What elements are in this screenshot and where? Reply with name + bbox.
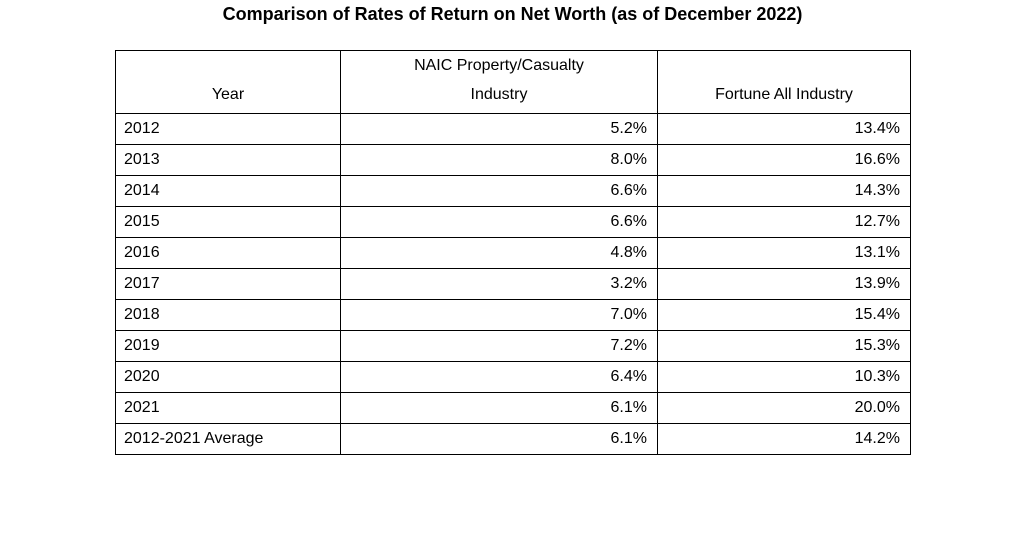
header-naic-industry: NAIC Property/Casualty Industry [340, 50, 658, 114]
table-row: 2019 7.2% 15.3% [115, 330, 911, 362]
fortune-value-cell: 15.3% [657, 330, 911, 362]
fortune-value-cell: 13.1% [657, 237, 911, 269]
header-year: Year [115, 50, 341, 114]
naic-value-cell: 6.1% [340, 423, 658, 455]
year-cell: 2020 [115, 361, 341, 393]
naic-value-cell: 6.6% [340, 175, 658, 207]
year-cell: 2016 [115, 237, 341, 269]
year-cell: 2012 [115, 113, 341, 145]
fortune-value-cell: 12.7% [657, 206, 911, 238]
table-row: 2017 3.2% 13.9% [115, 268, 911, 300]
table-row: 2020 6.4% 10.3% [115, 361, 911, 393]
year-cell: 2013 [115, 144, 341, 176]
year-cell: 2014 [115, 175, 341, 207]
naic-value-cell: 8.0% [340, 144, 658, 176]
table-row: 2018 7.0% 15.4% [115, 299, 911, 331]
fortune-value-cell: 10.3% [657, 361, 911, 393]
naic-value-cell: 6.1% [340, 392, 658, 424]
table-header: Year NAIC Property/Casualty Industry For… [115, 50, 911, 114]
table-row: 2015 6.6% 12.7% [115, 206, 911, 238]
header-row: Year NAIC Property/Casualty Industry For… [115, 50, 911, 114]
table-row: 2012 5.2% 13.4% [115, 113, 911, 145]
fortune-value-cell: 16.6% [657, 144, 911, 176]
fortune-value-cell: 13.4% [657, 113, 911, 145]
table-row: 2016 4.8% 13.1% [115, 237, 911, 269]
year-cell: 2019 [115, 330, 341, 362]
naic-value-cell: 6.6% [340, 206, 658, 238]
fortune-value-cell: 15.4% [657, 299, 911, 331]
table-row: 2021 6.1% 20.0% [115, 392, 911, 424]
naic-value-cell: 6.4% [340, 361, 658, 393]
table-body: 2012 5.2% 13.4% 2013 8.0% 16.6% 2014 6.6… [115, 113, 911, 455]
year-cell: 2018 [115, 299, 341, 331]
rates-of-return-table: Year NAIC Property/Casualty Industry For… [115, 50, 911, 455]
year-cell: 2015 [115, 206, 341, 238]
page-title: Comparison of Rates of Return on Net Wor… [222, 4, 803, 24]
fortune-value-cell: 13.9% [657, 268, 911, 300]
naic-value-cell: 4.8% [340, 237, 658, 269]
fortune-value-cell: 14.2% [657, 423, 911, 455]
fortune-value-cell: 14.3% [657, 175, 911, 207]
naic-value-cell: 7.2% [340, 330, 658, 362]
table-row: 2012-2021 Average 6.1% 14.2% [115, 423, 911, 455]
naic-value-cell: 3.2% [340, 268, 658, 300]
naic-value-cell: 7.0% [340, 299, 658, 331]
year-cell: 2021 [115, 392, 341, 424]
table-row: 2014 6.6% 14.3% [115, 175, 911, 207]
header-fortune-all-industry: Fortune All Industry [657, 50, 911, 114]
naic-value-cell: 5.2% [340, 113, 658, 145]
year-cell: 2012-2021 Average [115, 423, 341, 455]
year-cell: 2017 [115, 268, 341, 300]
table-row: 2013 8.0% 16.6% [115, 144, 911, 176]
fortune-value-cell: 20.0% [657, 392, 911, 424]
